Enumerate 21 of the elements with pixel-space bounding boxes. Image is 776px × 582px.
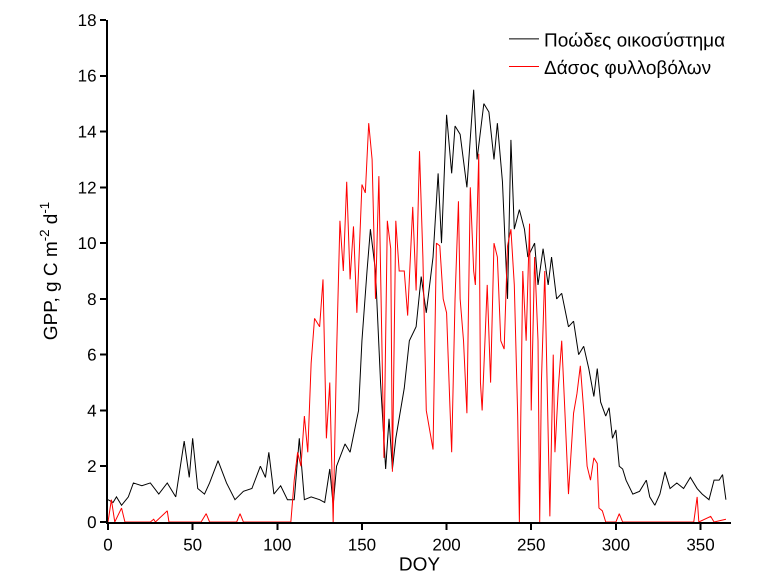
x-tick-label: 100 bbox=[263, 535, 292, 554]
y-tick-label: 18 bbox=[78, 10, 97, 30]
y-tick-label: 12 bbox=[78, 178, 97, 198]
x-tick-label: 50 bbox=[183, 535, 202, 554]
y-tick-label: 6 bbox=[87, 346, 97, 365]
x-axis-title: DOY bbox=[398, 554, 440, 576]
x-tick-label: 150 bbox=[348, 535, 376, 554]
legend-label: Δάσος φυλλοβόλων bbox=[544, 58, 712, 79]
x-tick-label: 300 bbox=[602, 535, 630, 554]
x-tick-label: 0 bbox=[103, 535, 113, 554]
y-tick-label: 10 bbox=[78, 234, 97, 254]
y-tick-label: 16 bbox=[78, 66, 97, 86]
y-tick-label: 14 bbox=[78, 122, 97, 142]
y-tick-label: 0 bbox=[87, 512, 97, 532]
y-tick-label: 4 bbox=[87, 401, 97, 420]
legend-label: Ποώδες οικοσύστημα bbox=[544, 30, 726, 52]
x-tick-label: 350 bbox=[686, 535, 715, 554]
y-tick-label: 8 bbox=[87, 290, 97, 309]
x-tick-label: 200 bbox=[432, 535, 461, 554]
x-tick-label: 250 bbox=[517, 535, 546, 554]
y-tick-label: 2 bbox=[87, 457, 97, 476]
